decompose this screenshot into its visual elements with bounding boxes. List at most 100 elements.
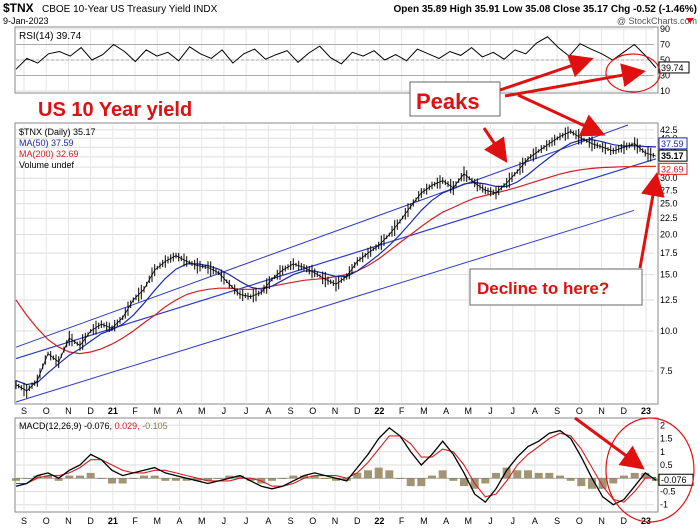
rsi-circle	[605, 53, 661, 93]
macd-current-tag: -0.076	[661, 475, 687, 485]
macd-hist-bar	[556, 475, 564, 479]
chart-marks	[12, 36, 660, 506]
arrow-june-peak	[482, 127, 508, 163]
down-triangle-icon	[686, 18, 694, 23]
x-tick-label: N	[65, 406, 72, 416]
price-tag-box	[658, 149, 688, 162]
macd-hist-bar	[545, 472, 554, 479]
annotation-title: US 10 Year yield	[38, 99, 192, 121]
macd-hist-bar	[396, 478, 404, 479]
y-tick-label: 70	[660, 40, 670, 50]
y-tick-label: -0.5	[660, 486, 676, 496]
macd-hist-bar	[12, 478, 20, 481]
macd-hist-bar	[481, 478, 490, 484]
x-tick-label: M	[198, 406, 206, 416]
macd-hist-bar	[129, 478, 138, 479]
macd-hist-bar	[193, 478, 202, 481]
y-tick-label: 1.5	[660, 434, 673, 444]
y-tick-label: 50	[660, 55, 670, 65]
macd-hist-bar	[620, 475, 628, 479]
macd-hist-bar	[268, 478, 276, 481]
x-tick-label: M	[420, 406, 428, 416]
y-tick-label: 30	[660, 71, 670, 81]
x-tick-label: F	[132, 406, 138, 416]
x-tick-label: N	[598, 406, 605, 416]
x-tick-label: A	[443, 406, 449, 416]
rsi-legend: RSI(14) 39.74	[19, 31, 82, 42]
annotation-arrows	[482, 18, 695, 523]
macd-hist-bar	[342, 478, 351, 481]
x-tick-label: 21	[108, 406, 118, 416]
price-tag-box	[658, 137, 688, 150]
price-legend-tnx: $TNX (Daily) 35.17	[19, 127, 96, 137]
macd-hist-bar	[630, 472, 639, 479]
symbol-label: $TNX	[3, 1, 34, 15]
macd-hist-bar	[225, 475, 234, 479]
macd-hist-bar	[588, 478, 596, 489]
x-tick-label: D	[354, 406, 361, 416]
x-tick-label: S	[554, 516, 560, 526]
x-tick-label: S	[21, 516, 27, 526]
macd-hist-bar	[428, 475, 436, 479]
price-tag-box	[658, 162, 688, 175]
x-tick-label: O	[43, 406, 50, 416]
macd-hist-bar	[108, 478, 116, 484]
x-tick-label: O	[576, 406, 583, 416]
macd-hist-bar	[140, 475, 148, 479]
macd-hist-bar	[300, 475, 308, 479]
macd-legend: MACD(12,26,9) -0.076, 0.029, -0.105	[19, 421, 168, 431]
price-tag: 37.59	[661, 139, 684, 149]
x-tick-label: J	[488, 516, 493, 526]
macd-hist-bar	[76, 475, 84, 479]
macd-hist-bar	[460, 478, 468, 487]
macd-hist-bar	[449, 478, 458, 481]
macd-hist-bar	[310, 475, 319, 479]
ohlc-summary: Open 35.89 High 35.91 Low 35.08 Close 35…	[394, 4, 697, 15]
axis-labels: 907050301042.540.037.535.032.530.027.525…	[21, 24, 694, 526]
x-tick-label: D	[87, 406, 94, 416]
x-tick-label: 23	[641, 516, 651, 526]
macd-legend-value: MACD(12,26,9) -0.076,	[19, 421, 112, 431]
macd-hist-bar	[172, 478, 180, 481]
x-tick-label: A	[443, 516, 449, 526]
macd-hist-bar	[246, 478, 255, 481]
x-tick-label: O	[576, 516, 583, 526]
macd-hist-bar	[86, 472, 95, 479]
x-tick-label: J	[488, 406, 493, 416]
macd-hist-bar	[502, 467, 511, 479]
x-tick-label: M	[465, 406, 473, 416]
x-tick-label: N	[332, 406, 339, 416]
y-tick-label: 7.5	[660, 366, 673, 376]
x-tick-label: J	[244, 516, 249, 526]
decline-box	[469, 268, 643, 306]
y-tick-label: 20.0	[660, 230, 678, 240]
arrow-macd	[574, 416, 645, 470]
x-tick-label: N	[332, 516, 339, 526]
macd-hist-bar	[332, 478, 340, 481]
price-legend-ma50: MA(50) 37.59	[19, 138, 74, 148]
x-tick-label: S	[288, 406, 294, 416]
x-tick-label: F	[399, 406, 405, 416]
macd-hist-bar	[182, 478, 191, 481]
symbol-name: CBOE 10-Year US Treasury Yield INDX	[42, 4, 218, 15]
macd-hist-bar	[22, 478, 31, 479]
y-tick-label: 17.5	[660, 248, 678, 258]
x-tick-label: D	[87, 516, 94, 526]
x-tick-label: M	[198, 516, 206, 526]
x-tick-label: S	[21, 406, 27, 416]
x-tick-label: A	[176, 516, 182, 526]
x-tick-label: O	[309, 406, 316, 416]
y-tick-label: 22.5	[660, 213, 678, 223]
x-tick-label: N	[598, 516, 605, 526]
macd-hist-bar	[438, 470, 447, 479]
x-tick-label: S	[554, 406, 560, 416]
macd-hist-bar	[609, 478, 618, 484]
macd-hist-bar	[417, 478, 426, 487]
price-line	[15, 131, 657, 392]
macd-hist-bar	[97, 478, 106, 479]
macd-hist-bar	[150, 475, 159, 479]
chart-date: 9-Jan-2023	[3, 16, 49, 26]
x-tick-label: D	[621, 516, 628, 526]
rsi-current-tag: 39.74	[661, 63, 684, 73]
macd-hist-bar	[598, 478, 607, 489]
